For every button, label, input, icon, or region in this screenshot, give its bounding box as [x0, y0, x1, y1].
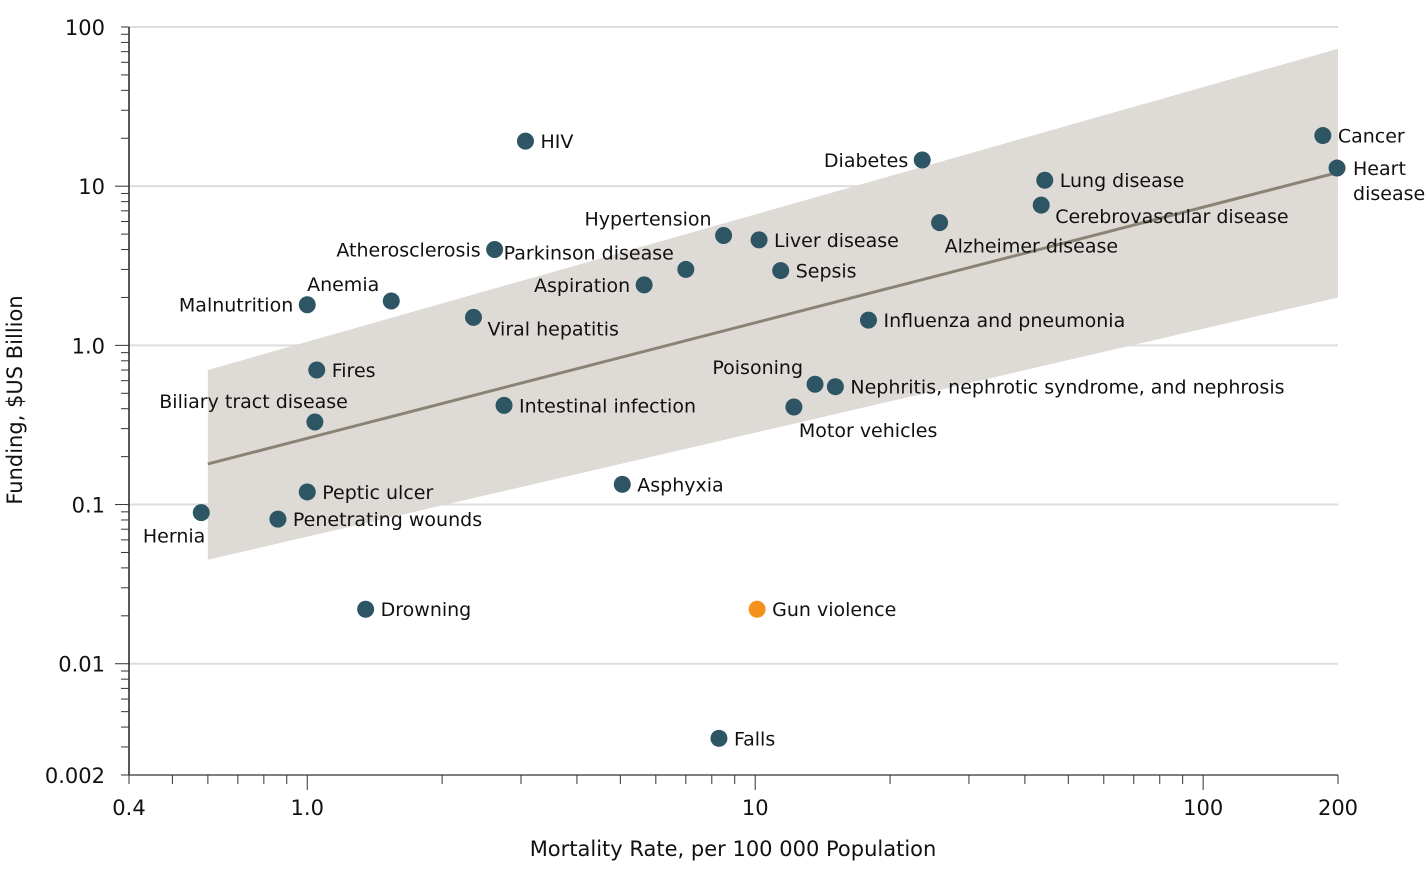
data-point[interactable]: [913, 151, 931, 169]
data-point[interactable]: [748, 600, 766, 618]
point-label: Aspiration: [534, 275, 630, 297]
x-tick-label: 1.0: [291, 796, 324, 820]
data-point[interactable]: [826, 378, 844, 396]
point-label: Cancer: [1338, 126, 1405, 148]
data-point[interactable]: [635, 276, 653, 294]
data-points: [192, 127, 1346, 747]
x-tick-label: 10: [742, 796, 769, 820]
y-tick-label: 10: [78, 175, 105, 199]
data-point[interactable]: [1032, 196, 1050, 214]
data-point[interactable]: [298, 296, 316, 314]
x-tick-label: 100: [1183, 796, 1223, 820]
point-labels: HIV Diabetes Cancer Heart disease Lung diseas…: [143, 126, 1425, 751]
fit-line-layer: [207, 170, 1339, 466]
data-point[interactable]: [772, 262, 790, 280]
y-axis-title: Funding, $US Billion: [3, 295, 27, 504]
data-point[interactable]: [269, 510, 287, 528]
data-point[interactable]: [677, 260, 695, 278]
point-label: Cerebrovascular disease: [1055, 206, 1288, 228]
point-label: Hypertension: [584, 208, 711, 230]
y-tick-label: 1.0: [72, 334, 105, 358]
data-point[interactable]: [710, 729, 728, 747]
x-tick-label: 0.4: [112, 796, 145, 820]
data-point[interactable]: [715, 226, 733, 244]
data-point[interactable]: [464, 308, 482, 326]
data-point[interactable]: [785, 398, 803, 416]
data-point[interactable]: [516, 132, 534, 150]
y-tick-label: 0.1: [72, 494, 105, 518]
data-point[interactable]: [495, 396, 513, 414]
point-label: Asphyxia: [637, 474, 723, 496]
data-point[interactable]: [357, 600, 375, 618]
point-label: Penetrating wounds: [293, 509, 482, 531]
data-point[interactable]: [306, 413, 324, 431]
data-point[interactable]: [298, 483, 316, 501]
y-tick-label: 0.002: [45, 764, 105, 788]
point-label: Atherosclerosis: [336, 240, 480, 262]
data-point[interactable]: [486, 241, 504, 259]
data-point[interactable]: [931, 214, 949, 232]
data-point[interactable]: [613, 475, 631, 493]
point-label: Malnutrition: [179, 295, 293, 317]
point-label: Anemia: [307, 274, 379, 296]
point-label: Biliary tract disease: [159, 391, 348, 413]
data-point[interactable]: [192, 504, 210, 522]
axes: 100 10 1.0 0.1 0.01 0.002 0.4 1.0 10 100 200: [45, 16, 1358, 820]
point-label: Heart: [1353, 158, 1406, 180]
point-label: Alzheimer disease: [945, 236, 1118, 258]
point-label: Drowning: [381, 599, 472, 621]
data-point[interactable]: [806, 375, 824, 393]
point-label: Nephritis, nephrotic syndrome, and nephr…: [850, 377, 1284, 399]
data-point[interactable]: [859, 311, 877, 329]
point-label: Influenza and pneumonia: [883, 310, 1125, 332]
y-tick-label: 0.01: [58, 653, 105, 677]
x-axis-title: Mortality Rate, per 100 000 Population: [530, 837, 937, 861]
point-label: Motor vehicles: [799, 420, 938, 442]
point-label: Intestinal infection: [519, 395, 696, 417]
data-point[interactable]: [308, 361, 326, 379]
point-label: Gun violence: [772, 599, 896, 621]
confidence-band: [207, 48, 1338, 560]
point-label: Viral hepatitis: [487, 318, 618, 340]
point-label: Parkinson disease: [504, 242, 674, 264]
data-point[interactable]: [1328, 159, 1346, 177]
point-label: Lung disease: [1060, 170, 1185, 192]
point-label: disease: [1353, 183, 1425, 205]
data-point[interactable]: [750, 231, 768, 249]
point-label: Liver disease: [774, 230, 899, 252]
point-label: Sepsis: [796, 261, 857, 283]
point-label: Fires: [332, 360, 376, 382]
fit-line: [207, 170, 1339, 466]
point-label: Peptic ulcer: [322, 482, 433, 504]
data-point[interactable]: [1036, 171, 1054, 189]
point-label: HIV: [540, 131, 573, 153]
point-label: Poisoning: [712, 357, 803, 379]
point-label: Falls: [734, 728, 775, 750]
y-tick-label: 100: [65, 16, 105, 40]
confidence-band-layer: [207, 48, 1338, 560]
data-point[interactable]: [1314, 127, 1332, 145]
data-point[interactable]: [382, 292, 400, 310]
x-tick-label: 200: [1318, 796, 1358, 820]
point-label: Diabetes: [824, 150, 908, 172]
point-label: Hernia: [143, 526, 205, 548]
